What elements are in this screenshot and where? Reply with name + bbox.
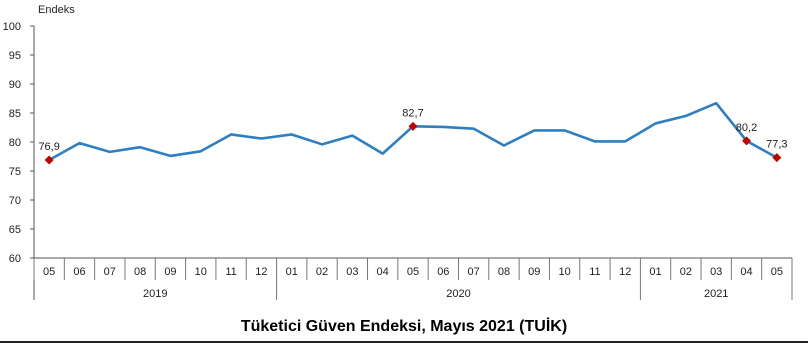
x-tick-label: 02 [316,266,328,278]
axes [33,26,792,300]
y-tick-label: 85 [9,108,21,120]
highlight-marker [772,153,782,163]
x-tick-label: 06 [73,266,85,278]
x-tick-label: 05 [43,266,55,278]
y-tick-label: 60 [9,253,21,265]
x-tick-label: 06 [437,266,449,278]
highlight-marker [408,121,418,131]
x-tick-label: 01 [286,266,298,278]
x-axis-year-labels: 2019 2020 2021 [143,280,793,300]
y-tick-label: 80 [9,137,21,149]
y-tick-label: 95 [9,50,21,62]
year-label: 2020 [446,288,470,300]
x-tick-label: 09 [528,266,540,278]
line-chart: 60 65 70 75 80 85 90 95 100 Endeks 05 06 07 08 09 10 1… [3,4,793,300]
highlight-markers [44,121,782,165]
x-tick-label: 12 [619,266,631,278]
bottom-divider [0,341,808,343]
x-tick-label: 12 [255,266,267,278]
data-label: 77,3 [766,139,787,151]
y-tick-label: 70 [9,195,21,207]
x-tick-label: 03 [346,266,358,278]
x-tick-label: 03 [710,266,722,278]
x-tick-label: 09 [164,266,176,278]
x-tick-label: 02 [680,266,692,278]
y-tick-label: 90 [9,79,21,91]
y-tick-label: 100 [3,21,21,33]
year-label: 2021 [704,288,728,300]
x-tick-label: 11 [589,266,600,278]
y-axis-label: Endeks [38,4,75,16]
x-tick-label: 10 [195,266,207,278]
x-axis-ticks: 05 06 07 08 09 10 11 12 01 02 03 04 05 06 07 08 09 10 11 12… [33,258,793,280]
highlight-marker [742,136,752,146]
year-label: 2019 [143,288,167,300]
data-label: 80,2 [736,122,757,134]
x-tick-label: 07 [104,266,116,278]
x-tick-label: 08 [498,266,510,278]
chart-title: Tüketici Güven Endeksi, Mayıs 2021 (TUİK… [240,318,568,335]
data-labels: 76,9 82,7 80,2 77,3 [38,107,787,153]
data-label: 82,7 [402,107,423,119]
x-tick-label: 01 [649,266,661,278]
x-tick-label: 07 [468,266,480,278]
y-tick-label: 75 [9,166,21,178]
y-axis-ticks: 60 65 70 75 80 85 90 95 100 [3,21,34,265]
x-tick-label: 05 [407,266,419,278]
y-tick-label: 65 [9,224,21,236]
x-tick-label: 11 [225,266,236,278]
x-tick-label: 04 [377,266,389,278]
data-label: 76,9 [38,141,59,153]
x-tick-label: 08 [134,266,146,278]
x-tick-label: 05 [771,266,783,278]
x-tick-label: 04 [740,266,752,278]
x-tick-label: 10 [558,266,570,278]
highlight-marker [44,155,54,165]
